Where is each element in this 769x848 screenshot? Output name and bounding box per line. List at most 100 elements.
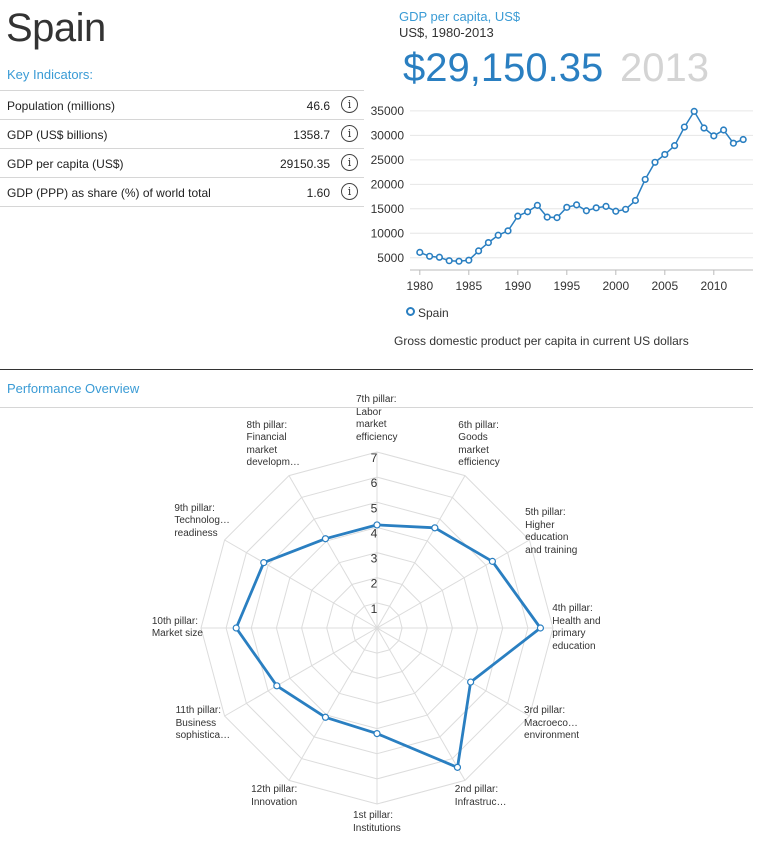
radar-spoke — [288, 475, 378, 629]
data-point — [631, 196, 640, 205]
radar-axis-label-line: 4th pillar: — [552, 603, 593, 614]
gdp-big-value: $29,150.35 — [403, 46, 604, 90]
indicator-row: GDP per capita (US$) 29150.35 i — [0, 149, 364, 178]
legend-marker-icon — [406, 307, 415, 316]
y-tick-label: 5000 — [377, 251, 404, 265]
gdp-chart-caption: Gross domestic product per capita in cur… — [394, 334, 689, 348]
indicator-label: GDP (PPP) as share (%) of world total — [7, 186, 211, 200]
radar-spoke — [224, 539, 378, 629]
radar-axis-label-line: 2nd pillar: — [454, 784, 499, 796]
gdp-big-year: 2013 — [620, 46, 709, 90]
data-point — [445, 257, 453, 265]
key-indicators-table: Population (millions) 46.6 i GDP (US$ bi… — [0, 90, 364, 207]
y-tick-label: 25000 — [371, 153, 405, 167]
data-point — [602, 202, 610, 210]
indicator-label: GDP per capita (US$) — [7, 157, 124, 171]
radar-axis-label-line: efficiency — [356, 431, 398, 443]
radar-axis-label-line: 5th pillar: — [525, 507, 566, 518]
radar-axis-label-line: Financial — [246, 432, 287, 444]
radar-axis-label: 8th pillar: Financial market developm… — [247, 420, 300, 470]
info-icon[interactable]: i — [341, 125, 358, 142]
x-tick-label: 1990 — [504, 279, 531, 293]
radar-axis-label-line: market — [246, 444, 278, 456]
radar-data-point — [260, 559, 268, 567]
section-divider — [0, 369, 753, 370]
legend-item-spain[interactable]: Spain — [406, 306, 449, 320]
radar-axis-label: 4th pillar: Health and primary education — [552, 603, 600, 653]
x-tick-label: 2010 — [700, 279, 727, 293]
data-point — [622, 205, 630, 213]
data-point — [720, 126, 728, 134]
series-line-spain — [419, 109, 744, 262]
x-tick-label: 1980 — [406, 279, 433, 293]
radar-axis-label-line: 11th pillar: — [175, 705, 222, 717]
indicator-value: 1.60 — [306, 186, 330, 200]
radar-scale-label: 7 — [371, 451, 378, 465]
radar-axis-label-line: efficiency — [458, 457, 500, 469]
radar-data-point — [321, 535, 330, 543]
radar-data-point — [536, 624, 545, 632]
y-tick-label: 20000 — [371, 177, 405, 191]
data-point — [504, 227, 512, 235]
radar-axis-label-line: 3rd pillar: — [524, 705, 566, 717]
data-point — [671, 142, 679, 150]
radar-axis-label-line: Macroeco… — [524, 717, 578, 729]
radar-spoke — [376, 539, 530, 629]
radar-axis-label-line: Technolog… — [174, 515, 230, 526]
x-tick-label: 2005 — [651, 279, 678, 293]
radar-spoke — [376, 475, 466, 629]
data-point — [455, 257, 463, 265]
data-point — [494, 231, 502, 239]
indicator-value: 46.6 — [306, 99, 330, 113]
data-point — [592, 204, 600, 212]
y-tick-label: 10000 — [371, 226, 405, 240]
data-point — [425, 252, 434, 260]
radar-spoke — [376, 627, 530, 717]
gdp-chart-subtitle: US$, 1980-2013 — [399, 25, 494, 40]
radar-scale-label: 4 — [371, 526, 378, 540]
radar-data-point — [373, 521, 381, 529]
performance-heading: Performance Overview — [7, 381, 140, 396]
radar-data-point — [488, 557, 497, 565]
info-icon[interactable]: i — [341, 96, 358, 113]
radar-axis-label-line: Innovation — [251, 796, 298, 808]
performance-divider — [0, 407, 753, 408]
data-point — [553, 214, 561, 222]
data-point — [680, 123, 689, 131]
radar-axis-label-line: and training — [525, 544, 578, 556]
data-point — [573, 201, 581, 209]
radar-axis-label: 1st pillar: Institutions — [353, 810, 401, 835]
data-point — [661, 150, 669, 159]
radar-axis-label: 3rd pillar: Macroeco… environment — [524, 705, 579, 743]
radar-axis-label-line: Institutions — [353, 822, 401, 834]
radar-axis-label-line: 7th pillar: — [356, 394, 397, 405]
radar-axis-label-line: market — [356, 419, 387, 430]
y-tick-label: 30000 — [371, 128, 405, 142]
radar-axis-label-line: 9th pillar: — [174, 502, 215, 514]
radar-axis-label: 12th pillar: Innovation — [251, 784, 297, 809]
info-icon[interactable]: i — [341, 183, 358, 200]
radar-axis-label-line: Infrastruc… — [454, 796, 507, 808]
data-point — [700, 124, 708, 132]
radar-spoke — [224, 627, 378, 717]
data-point — [563, 203, 571, 211]
radar-scale-label: 3 — [371, 552, 378, 566]
page-title: Spain — [6, 6, 106, 50]
info-icon[interactable]: i — [341, 154, 358, 171]
indicator-row: GDP (US$ billions) 1358.7 i — [0, 120, 364, 149]
data-point — [582, 207, 590, 215]
indicator-value: 29150.35 — [279, 157, 330, 171]
radar-axis-label-line: primary — [552, 628, 586, 639]
radar-axis-label-line: environment — [524, 730, 580, 742]
radar-spoke — [288, 627, 378, 781]
y-tick-label: 15000 — [371, 202, 405, 216]
indicator-label: GDP (US$ billions) — [7, 128, 108, 142]
indicator-label: Population (millions) — [7, 99, 116, 113]
radar-axis-label-line: Labor — [356, 406, 382, 418]
radar-axis-label-line: readiness — [174, 527, 218, 539]
data-point — [739, 135, 747, 144]
data-point — [435, 253, 443, 261]
radar-axis-label: 7th pillar: Labor market efficiency — [356, 394, 398, 444]
radar-spoke — [376, 627, 466, 781]
radar-data-point — [453, 763, 462, 771]
